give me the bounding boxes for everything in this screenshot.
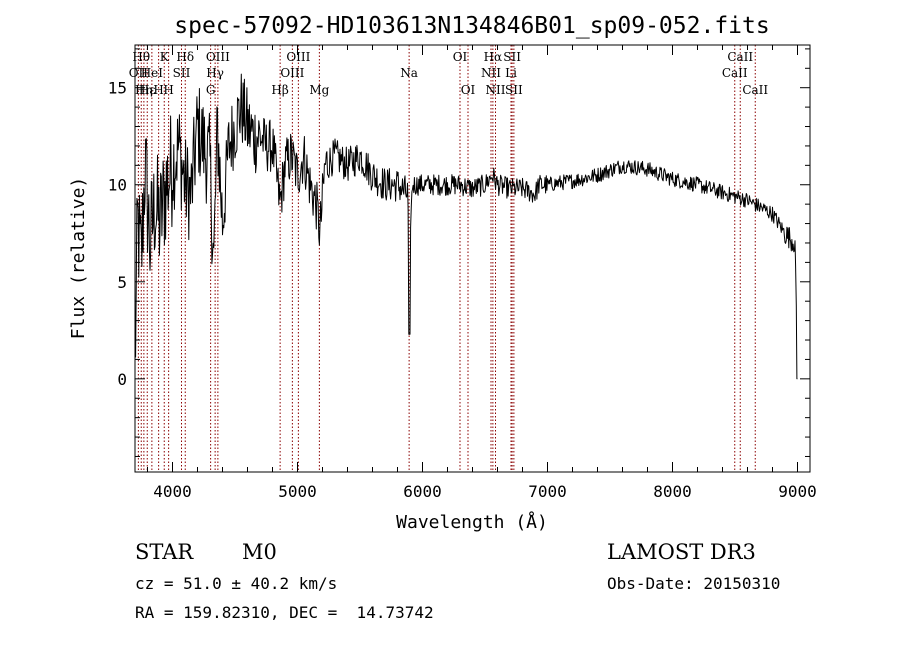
line-marker-label: Li [505,66,517,80]
line-marker-label: Na [400,66,418,80]
redshift-cz: cz = 51.0 ± 40.2 km/s [135,574,338,593]
spectrum-line [134,73,798,380]
observation-date: Obs-Date: 20150310 [607,574,781,593]
line-marker-label: CaII [722,66,748,80]
chart-title: spec-57092-HD103613N134846B01_sp09-052.f… [174,13,769,39]
y-tick-label: 10 [108,176,127,195]
line-marker-label: H [153,83,163,97]
x-tick-label: 7000 [528,482,567,501]
line-marker-label: H [163,83,173,97]
line-marker-label: Hγ [206,66,224,80]
x-tick-label: 9000 [778,482,817,501]
line-marker-label: Hα [484,50,503,64]
x-tick-label: 8000 [653,482,692,501]
line-marker-label: OIII [206,50,230,64]
x-axis-label: Wavelength (Å) [396,511,548,533]
line-marker-label: OII [129,66,149,80]
line-marker-label: CaII [727,50,753,64]
line-marker-label: Hθ [132,50,150,64]
x-tick-label: 5000 [278,482,317,501]
line-marker-label: Hδ [176,50,194,64]
line-marker-label: Hη [135,83,153,97]
line-marker-label: OI [453,50,468,64]
object-subclass: M0 [242,540,277,564]
line-marker-label: SII [503,50,521,64]
line-marker-label: G [206,83,216,97]
line-marker-label: Mg [309,83,329,97]
line-marker-label: SII [505,83,523,97]
plot-frame [134,44,811,473]
x-tick-label: 4000 [153,482,192,501]
x-tick-label: 6000 [403,482,442,501]
line-marker-label: CaII [742,83,768,97]
object-class: STAR [135,540,194,564]
x-axis-ticks: 4000 5000 6000 7000 8000 9000 [147,45,817,501]
spectral-line-markers [137,45,756,472]
line-marker-label: Hβ [271,83,288,97]
line-marker-label: NII [486,83,506,97]
spectral-line-labels: OIIHθHηHεHeIHKHSIIHδGHγOIIIHβOIIIOIIIMgN… [129,50,769,97]
line-marker-label: SII [173,66,191,80]
line-marker-label: OIII [286,50,310,64]
y-tick-label: 15 [108,79,127,98]
line-marker-label: NII [481,66,501,80]
line-marker-label: K [160,50,170,64]
line-marker-label: OIII [280,66,304,80]
coordinates: RA = 159.82310, DEC = 14.73742 [135,603,434,622]
y-axis-label: Flux (relative) [68,177,89,340]
y-tick-label: 5 [117,273,127,292]
y-tick-label: 0 [117,370,127,389]
line-marker-label: Hε [139,83,156,97]
line-marker-label: OI [461,83,476,97]
survey-name: LAMOST DR3 [607,540,756,564]
y-axis-ticks: 0 5 10 15 [108,48,810,457]
line-marker-label: HeI [141,66,164,80]
